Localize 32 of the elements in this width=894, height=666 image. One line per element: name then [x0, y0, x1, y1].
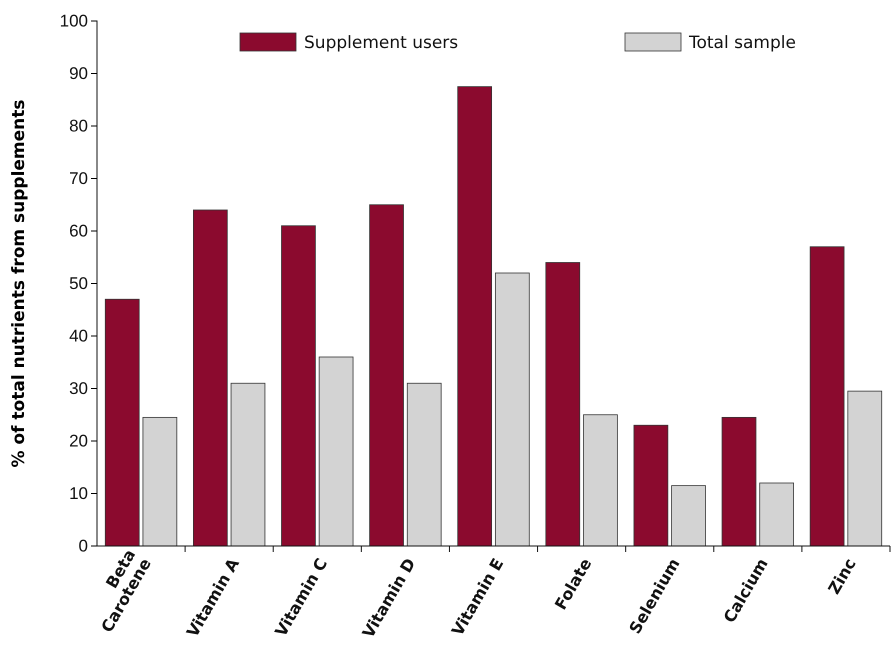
bar: [759, 482, 794, 546]
bar: [281, 225, 316, 546]
y-tick-label: 60: [69, 221, 88, 240]
bar: [545, 262, 580, 546]
bar: [142, 416, 178, 546]
bar: [318, 356, 354, 546]
bar: [583, 414, 618, 546]
y-tick-label: 100: [60, 11, 88, 30]
y-tick-label: 30: [69, 378, 88, 398]
bar: [406, 382, 442, 546]
y-tick-label: 80: [69, 116, 88, 136]
y-tick-label: 50: [69, 274, 88, 293]
bar: [671, 485, 706, 546]
y-tick-label: 40: [69, 326, 88, 346]
legend-label: Supplement users: [304, 33, 458, 53]
bar: [722, 416, 756, 546]
bar: [104, 298, 140, 546]
bar: [192, 210, 228, 546]
bar: [494, 272, 530, 546]
y-tick-label: 70: [69, 168, 88, 188]
y-tick-label: 10: [69, 484, 88, 503]
y-tick-label: 20: [69, 431, 88, 450]
bar: [230, 382, 266, 546]
y-tick-label: 0: [78, 536, 88, 556]
bar: [457, 86, 492, 546]
bar: [810, 246, 844, 546]
y-axis-title: % of total nutrients from supplements: [9, 99, 29, 468]
bar: [634, 424, 668, 546]
bar: [847, 390, 882, 546]
y-tick-label: 90: [69, 64, 88, 83]
legend-label: Total sample: [688, 33, 796, 53]
bar: [369, 204, 404, 546]
